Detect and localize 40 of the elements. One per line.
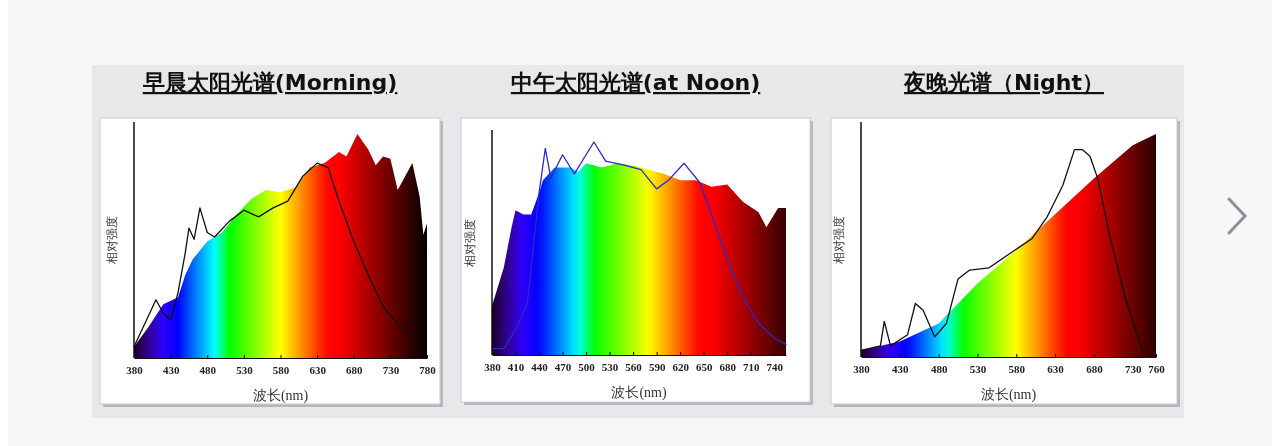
x-tick-label: 730 bbox=[1124, 362, 1142, 375]
x-tick-label: 740 bbox=[766, 360, 784, 373]
x-tick-label: 410 bbox=[507, 360, 525, 373]
x-tick-label: 580 bbox=[1008, 362, 1026, 375]
y-axis-title: 相对强度 bbox=[832, 215, 846, 264]
chart-title: 早晨太阳光谱(Morning) bbox=[141, 70, 398, 95]
x-tick-label: 620 bbox=[672, 360, 690, 373]
x-tick-label: 590 bbox=[648, 360, 666, 373]
x-tick-label: 500 bbox=[578, 360, 596, 373]
x-tick-label: 430 bbox=[162, 363, 180, 376]
x-tick-label: 710 bbox=[742, 360, 760, 373]
x-tick-label: 380 bbox=[126, 363, 144, 376]
x-tick-label: 680 bbox=[346, 363, 363, 376]
x-tick-label: 440 bbox=[531, 360, 549, 373]
x-tick-label: 380 bbox=[484, 360, 502, 373]
x-tick-label: 580 bbox=[272, 363, 290, 376]
x-tick-label: 630 bbox=[309, 363, 327, 376]
x-tick-label: 480 bbox=[199, 363, 217, 376]
x-tick-label: 560 bbox=[625, 360, 643, 373]
x-tick-label: 680 bbox=[719, 360, 737, 373]
x-tick-label: 530 bbox=[969, 362, 987, 375]
y-axis-title: 相对强度 bbox=[463, 218, 477, 267]
x-axis-title: 波长(nm) bbox=[252, 388, 309, 404]
chart-title: 中午太阳光谱(at Noon) bbox=[510, 70, 761, 95]
chart-title: 夜晚光谱（Night） bbox=[903, 70, 1104, 95]
x-tick-label: 470 bbox=[554, 360, 572, 373]
x-tick-label: 780 bbox=[419, 363, 437, 376]
x-tick-label: 530 bbox=[236, 363, 254, 376]
x-axis-title: 波长(nm) bbox=[611, 385, 667, 401]
x-tick-label: 650 bbox=[695, 360, 713, 373]
x-tick-label: 630 bbox=[1047, 362, 1065, 375]
x-tick-label: 380 bbox=[853, 362, 871, 375]
x-tick-label: 680 bbox=[1086, 362, 1104, 375]
x-tick-label: 760 bbox=[1148, 362, 1166, 375]
x-tick-label: 430 bbox=[892, 362, 910, 375]
x-tick-label: 480 bbox=[930, 362, 948, 375]
x-tick-label: 730 bbox=[382, 363, 400, 376]
y-axis-title: 相对强度 bbox=[105, 216, 119, 264]
x-tick-label: 530 bbox=[601, 360, 619, 373]
x-axis-title: 波长(nm) bbox=[980, 387, 1037, 403]
